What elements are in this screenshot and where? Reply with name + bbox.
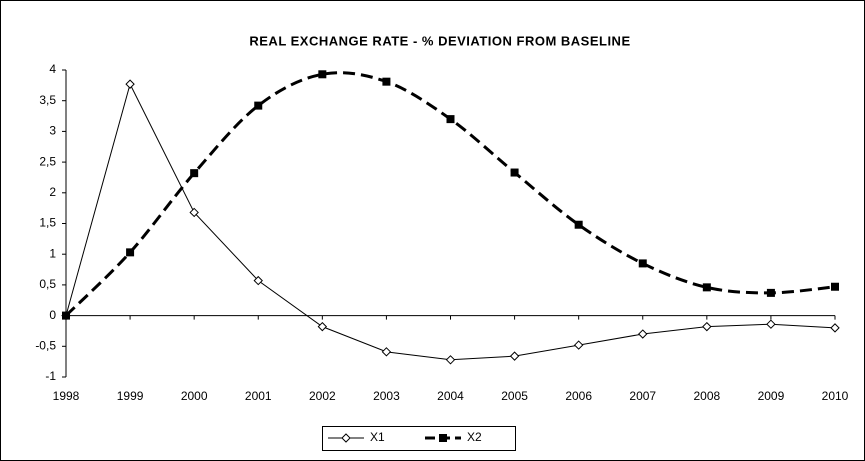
marker [702, 283, 711, 292]
marker [189, 207, 199, 218]
marker [253, 275, 263, 286]
legend-marker [439, 434, 447, 442]
y-tick-label: -0,5 [35, 338, 56, 352]
legend-marker [341, 433, 351, 443]
marker [317, 321, 328, 332]
marker [382, 77, 391, 86]
y-tick-label: -1 [45, 369, 56, 383]
x-tick-label: 2007 [629, 389, 656, 403]
x-tick-label: 2009 [758, 389, 785, 403]
marker [766, 288, 775, 297]
marker [766, 319, 776, 329]
marker [638, 259, 647, 268]
marker [638, 329, 648, 339]
x-tick-label: 2003 [373, 389, 400, 403]
y-tick-label: 2,5 [39, 154, 56, 168]
marker [318, 70, 327, 79]
x-tick-label: 2000 [181, 389, 208, 403]
marker [254, 101, 263, 110]
marker [702, 321, 712, 332]
x-tick-label: 2004 [437, 389, 464, 403]
x-tick-label: 2008 [693, 389, 720, 403]
x-tick-label: 1998 [53, 389, 80, 403]
marker [190, 169, 199, 178]
chart-title: REAL EXCHANGE RATE - % DEVIATION FROM BA… [249, 33, 630, 48]
marker [62, 311, 70, 320]
marker [126, 248, 135, 257]
x-tick-label: 2010 [822, 389, 849, 403]
x-tick-label: 2001 [245, 389, 272, 403]
marker [830, 323, 840, 333]
legend-label: X1 [370, 430, 385, 444]
x-tick-label: 2006 [565, 389, 592, 403]
marker [446, 115, 455, 124]
y-tick-label: 3 [49, 124, 56, 138]
y-tick-label: 1 [49, 246, 56, 260]
y-tick-label: 4 [49, 62, 56, 76]
y-tick-label: 1,5 [39, 216, 56, 230]
marker [510, 168, 519, 177]
x-tick-label: 1999 [117, 389, 144, 403]
y-tick-label: 2 [49, 185, 56, 199]
marker [831, 282, 839, 291]
x-tick-label: 2005 [501, 389, 528, 403]
y-tick-label: 0,5 [39, 277, 56, 291]
marker [125, 79, 135, 89]
marker [381, 347, 392, 357]
marker [574, 220, 583, 229]
y-tick-label: 3,5 [39, 93, 56, 107]
x-tick-label: 2002 [309, 389, 336, 403]
marker [573, 340, 584, 350]
legend-label: X2 [467, 430, 482, 444]
marker [509, 351, 520, 361]
marker [445, 355, 456, 365]
y-tick-label: 0 [49, 308, 56, 322]
